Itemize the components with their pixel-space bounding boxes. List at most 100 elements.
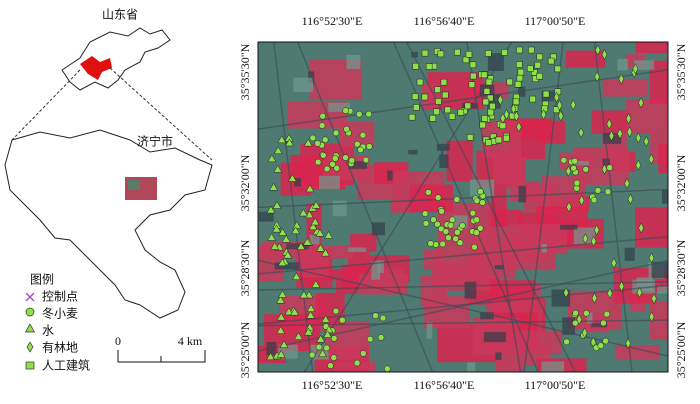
building-sample [425,63,433,70]
water-sample [291,226,301,235]
water-sample [283,250,293,259]
water-sample [316,243,325,252]
wheat-sample [439,240,446,248]
wheat-sample [329,161,336,168]
forest-sample [590,235,597,247]
texture-patch [560,224,578,230]
wheat-sample [321,136,329,144]
building-sample [485,139,492,146]
building-sample [514,81,522,88]
city-label: 济宁市 [137,134,173,149]
water-sample [278,290,287,298]
wheat-sample [366,335,374,343]
wheat-sample [583,310,590,317]
water-sample [285,138,294,147]
building-sample [411,93,419,100]
building-sample [441,91,449,99]
wheat-sample [459,222,466,229]
wheat-sample [330,354,338,361]
wheat-sample [563,338,570,346]
scale-label: 0 [115,334,121,348]
wheat-sample [590,196,598,204]
wheat-sample [453,196,461,203]
building-sample [444,106,451,114]
texture-patch [371,261,381,280]
wheat-sample [356,110,363,118]
map-frame [257,41,669,373]
building-sample [465,50,473,58]
forest-sample [626,126,633,138]
field-patch [507,232,557,271]
field-patch [602,78,648,97]
wheat-sample [332,129,340,137]
building-sample [554,65,562,73]
building-sample [435,98,442,105]
longitude-label: 116°56'40"E [414,378,475,392]
legend-label: 人工建筑 [42,358,90,373]
water-sample [277,258,287,267]
scale-label: 4 km [178,334,203,348]
texture-patch [408,149,418,155]
water-sample [287,173,297,182]
field-patch [423,249,442,270]
wheat-sample [449,216,456,224]
building-sample [527,65,534,72]
forest-sample [558,110,564,122]
wheat-sample [365,110,373,118]
forest-sample [632,63,639,75]
texture-patch [617,58,628,71]
water-sample [298,208,308,217]
legend-label: 控制点 [42,290,78,304]
forest-sample [635,132,642,144]
water-sample [266,352,276,361]
wheat-sample [362,156,370,164]
building-sample [429,115,437,122]
building-sample [542,90,550,98]
longitude-label: 116°52'30"E [302,14,363,28]
water-sample [269,182,278,191]
texture-patch [656,285,668,294]
wheat-sample [434,194,442,201]
texture-patch [377,260,384,273]
building-sample [487,94,494,102]
water-sample [294,332,303,340]
wheat-sample [342,154,349,161]
longitude-label: 117°00'50"E [525,378,586,392]
building-sample [495,136,503,144]
forest-sample [601,48,608,61]
water-sample [306,310,316,319]
legend-symbol [25,292,35,302]
wheat-sample [560,156,568,164]
texture-patch [487,53,504,72]
texture-patch [436,143,450,151]
wheat-sample [600,319,607,327]
wheat-sample [357,146,364,154]
forest-sample [556,99,563,111]
water-sample [276,326,286,334]
water-sample [273,164,283,173]
water-sample [270,241,280,250]
field-patch [350,233,377,252]
water-sample [266,205,276,214]
forest-sample [594,44,601,56]
forest-sample [516,121,522,133]
building-sample [470,72,477,80]
building-sample [479,121,487,129]
wheat-sample [339,316,346,324]
latitude-label: 35°35'30"N [238,43,252,100]
building-sample [489,102,496,110]
building-sample [462,56,470,64]
wheat-sample [604,188,612,196]
building-sample [517,68,525,76]
wheat-sample [359,131,367,139]
wheat-sample [570,164,577,172]
forest-sample [497,94,504,106]
building-sample [469,61,477,69]
building-sample [481,115,488,122]
texture-patch [464,281,477,299]
texture-patch [387,170,393,181]
city-highlight [80,56,112,80]
legend-symbol [24,323,36,333]
texture-patch [348,161,367,169]
latitude-label: 35°32'00"N [674,154,688,211]
